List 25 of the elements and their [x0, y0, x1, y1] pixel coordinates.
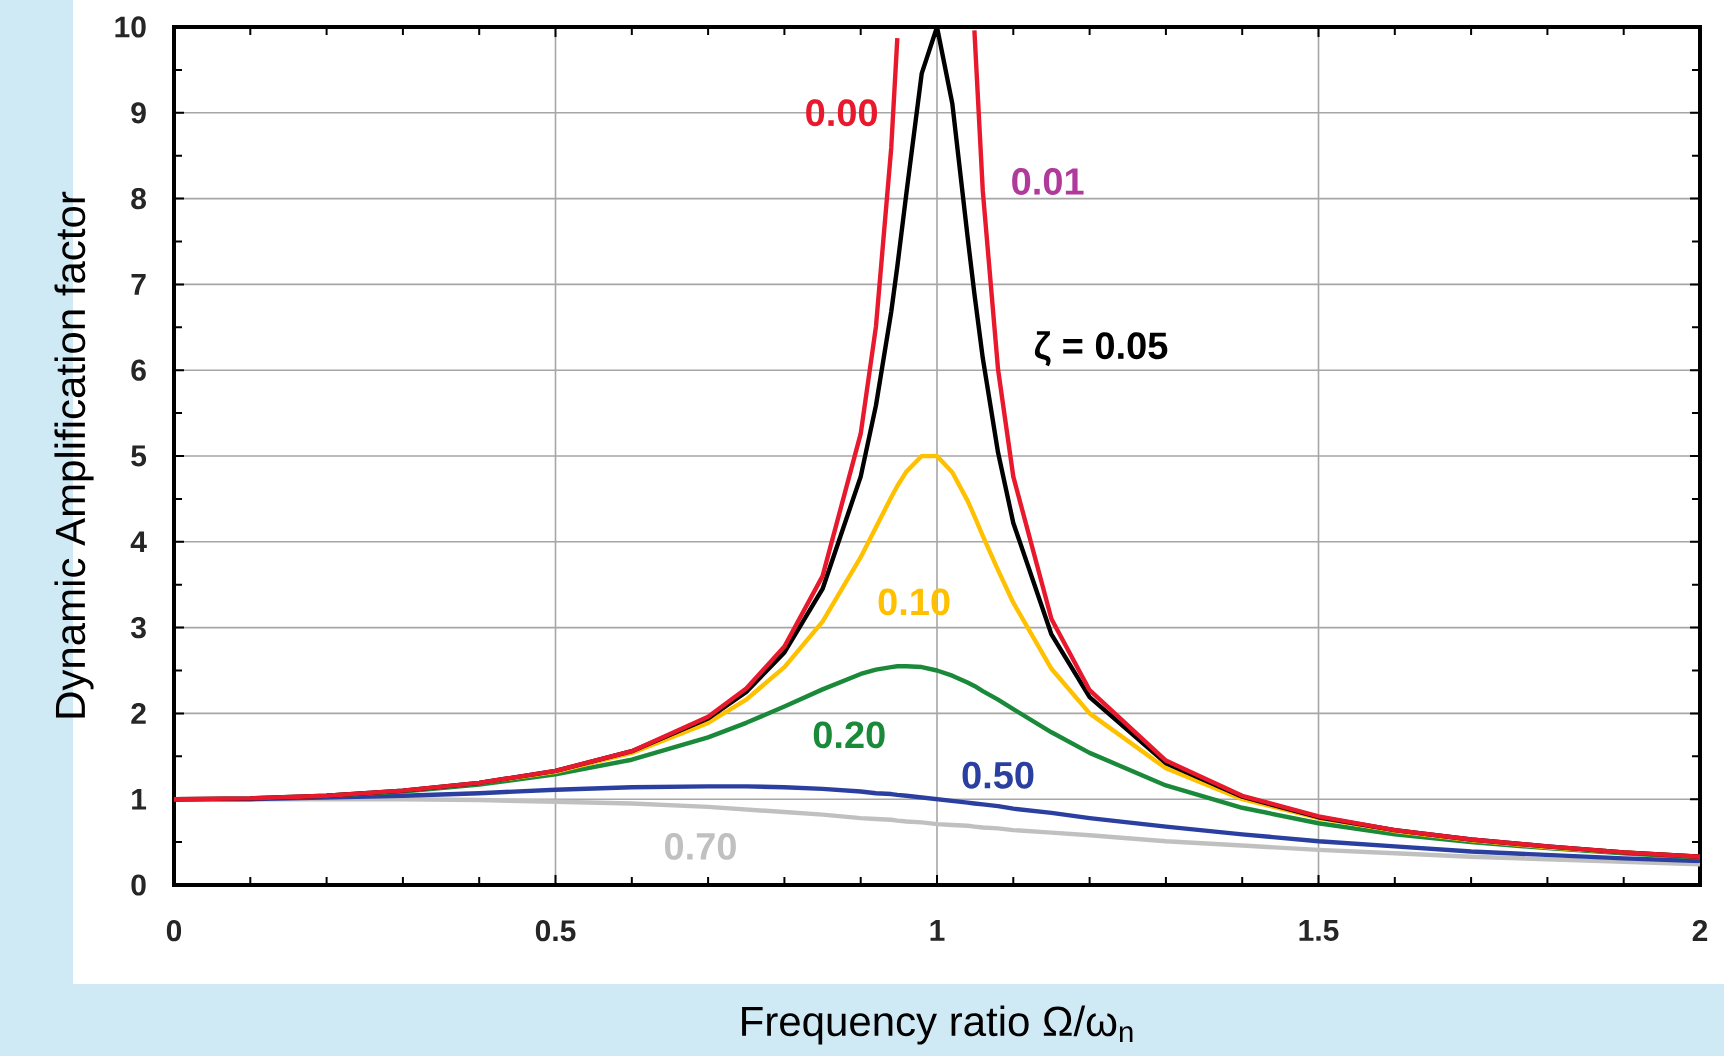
y-tick-label: 7 — [131, 274, 146, 295]
x-tick-label: 0.5 — [535, 920, 576, 942]
y-axis-title: Dynamic Amplification factor — [54, 191, 94, 718]
y-tick-label: 3 — [130, 616, 146, 639]
y-tick-label: 5 — [131, 445, 147, 467]
y-tick-label: 6 — [131, 359, 146, 381]
x-tick-label: 2 — [1692, 920, 1708, 942]
y-tick-label: 8 — [131, 187, 146, 210]
series-label: 0.10 — [878, 588, 950, 616]
y-tick-label: 1 — [132, 788, 147, 810]
y-tick-label: 4 — [130, 531, 147, 553]
series-label: 0.20 — [813, 721, 885, 749]
x-tick-label: 1 — [930, 920, 945, 941]
x-tick-label: 1.5 — [1299, 920, 1339, 941]
series-label: ζ = 0.05 — [1034, 331, 1168, 367]
y-tick-label: 2 — [131, 702, 146, 724]
series-label: 0.50 — [962, 761, 1034, 789]
y-tick-label: 10 — [115, 16, 146, 38]
x-axis-title: Frequency ratio Ω/ω$_{n}$ — [742, 1005, 1133, 1045]
y-tick-label: 0 — [131, 874, 146, 896]
y-tick-label: 9 — [131, 102, 146, 124]
series-label: 0.00 — [806, 99, 878, 127]
legend-label: 0.01 — [1012, 167, 1084, 195]
series-label: 0.70 — [665, 832, 736, 860]
x-tick-label: 0 — [166, 920, 182, 942]
